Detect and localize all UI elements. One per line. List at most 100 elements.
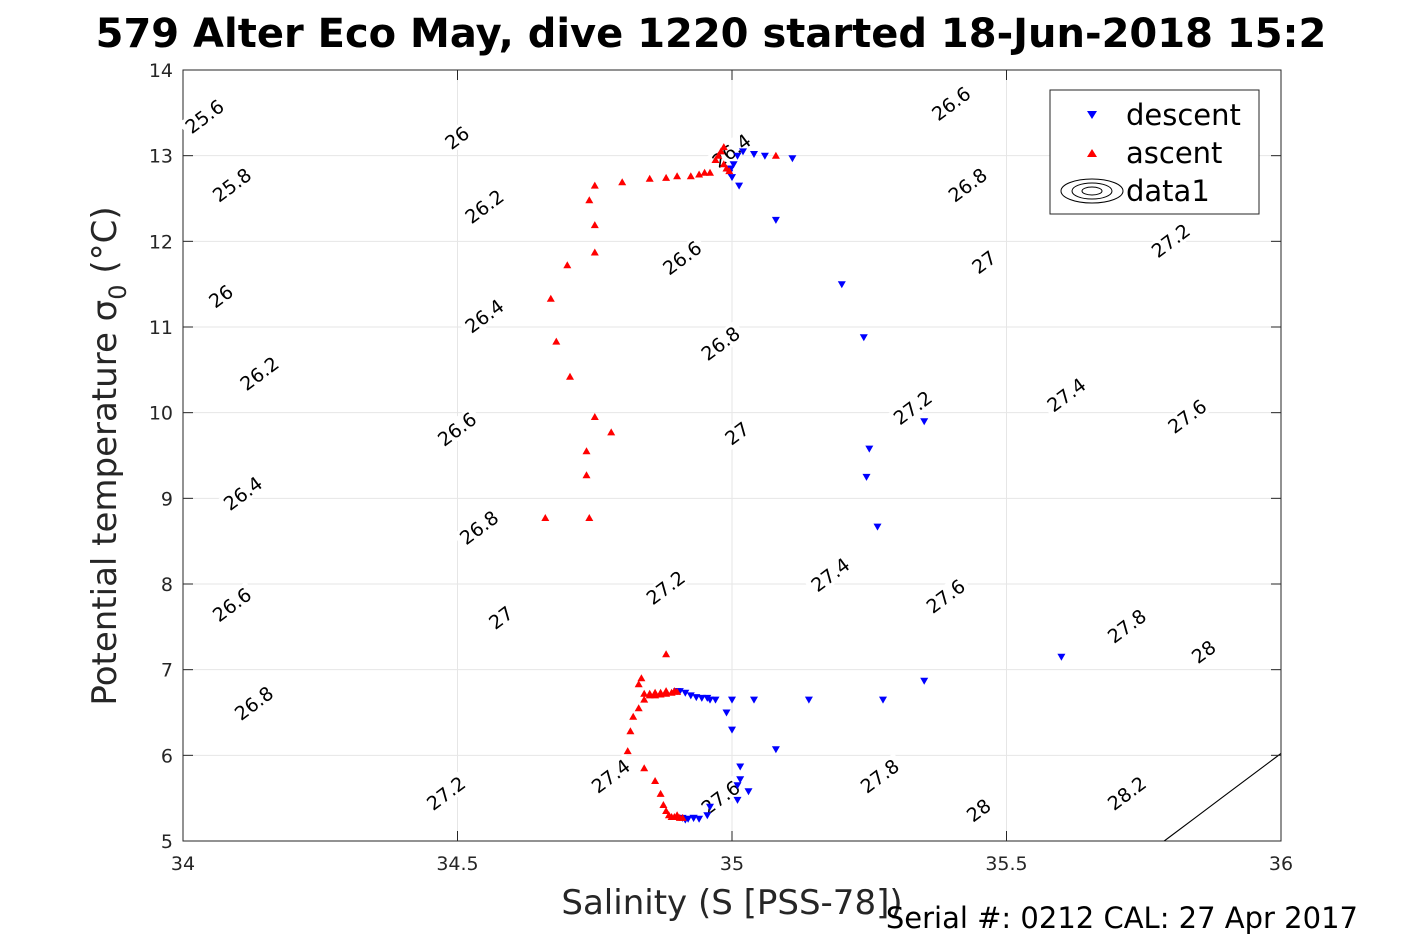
contour-label: 26.6 [924,80,978,127]
ascent-point [623,747,632,755]
contour-label: 27 [966,245,1002,279]
descent-series [673,148,1066,824]
ascent-point [629,712,638,720]
descent-point [695,815,704,823]
contour-label-bg [966,245,1002,279]
ascent-series [541,143,780,821]
contour-label-bg [1100,603,1153,649]
ascent-point [637,674,646,682]
serial-cal-footer: Serial #: 0212 CAL: 27 Apr 2017 [886,901,1358,935]
ascent-point [645,691,654,699]
ascent-point [771,151,780,159]
contour-label-text: 27 [968,247,1001,279]
descent-point [689,814,698,822]
legend-data1-label: data1 [1126,174,1210,208]
legend-descent-label: descent [1126,98,1241,132]
contour-label: 26.2 [458,183,511,230]
y-tick-label: 6 [161,745,173,767]
x-tick-label: 36 [1269,853,1293,875]
contour-label: 26 [203,279,239,313]
contour-label: 28.2 [1100,770,1153,817]
ascent-point [673,172,682,180]
ascent-point [552,337,561,345]
contour-label-bg [694,774,747,821]
contour-label-bg [639,564,692,611]
ascent-point [717,147,725,155]
descent-point [750,151,758,158]
contour-label: 27.6 [919,573,972,620]
descent-point [733,782,742,790]
contour-label-bg [961,793,996,827]
descent-point [728,726,736,734]
contour-label: 26.8 [452,504,505,551]
contour-label-bg [439,121,475,155]
contour-label-text: 26 [441,122,474,154]
contour-label-bg [233,350,286,397]
ascent-point [695,170,704,178]
descent-point [692,694,701,702]
contour-label-bg [203,279,239,313]
descent-point [733,152,742,160]
ascent-point [640,695,649,703]
contour-label-bg [483,601,519,634]
ascent-point [566,372,574,380]
contour-label-bg [452,504,505,551]
contour-label-bg [205,581,258,628]
descent-point [681,689,690,697]
y-axis-label-main: Potential temperature [85,321,125,705]
contour-label-text: 28 [963,795,996,827]
contour-label: 26.6 [655,234,709,281]
descent-point [728,174,736,182]
ascent-point [563,261,572,269]
contour-label-bg [694,320,747,367]
ascent-point [719,160,728,168]
contour-label-bg [458,292,511,339]
contour-label-bg [804,551,857,598]
descent-point [771,746,780,754]
y-tick-label: 13 [149,146,173,168]
ascent-point [725,167,734,175]
contour-label: 26.8 [227,680,280,727]
ascent-point [656,690,665,698]
ascent-point [678,813,687,821]
descent-point [744,788,753,796]
descent-point [750,696,758,704]
ascent-point [634,704,643,712]
ascent-point [590,221,599,229]
contour-label-bg [919,573,972,620]
contour-label: 27.4 [1040,371,1093,418]
legend: descent ascent data1 [1049,89,1260,215]
contour-label-bg [419,770,472,817]
descent-point [862,473,871,481]
contour-label: 26.4 [458,292,511,339]
y-tick-label: 11 [149,317,173,339]
ascent-point [711,156,720,163]
x-tick-label: 34 [171,853,195,875]
ascent-point [662,650,671,658]
descent-point [920,677,929,685]
y-axis-label: Potential temperature σ0 (°C) [85,206,132,705]
contour-label-bg [430,406,483,452]
contour-label: 26.6 [205,581,258,628]
ascent-point [662,807,671,814]
descent-point [837,281,846,289]
y-axis-label-unit: (°C) [85,206,125,284]
descent-point [859,334,868,342]
contour-label-bg [719,416,755,450]
descent-point [804,696,813,704]
y-axis-label-subscript: 0 [104,284,132,299]
ascent-point [626,727,635,735]
contour-label-bg [941,161,994,208]
contour-label-bg [853,753,906,799]
contour-label: 27.2 [419,770,472,817]
descent-point [788,155,797,163]
descent-point [879,696,887,704]
y-tick-label: 14 [149,60,173,82]
ascent-point [686,172,695,180]
legend-descent-marker [1087,111,1097,119]
contour-label-bg [1100,770,1153,817]
contour-label: 27.2 [639,564,692,611]
ascent-point [662,173,671,181]
ascent-point [651,777,660,784]
ascent-point [582,447,591,455]
